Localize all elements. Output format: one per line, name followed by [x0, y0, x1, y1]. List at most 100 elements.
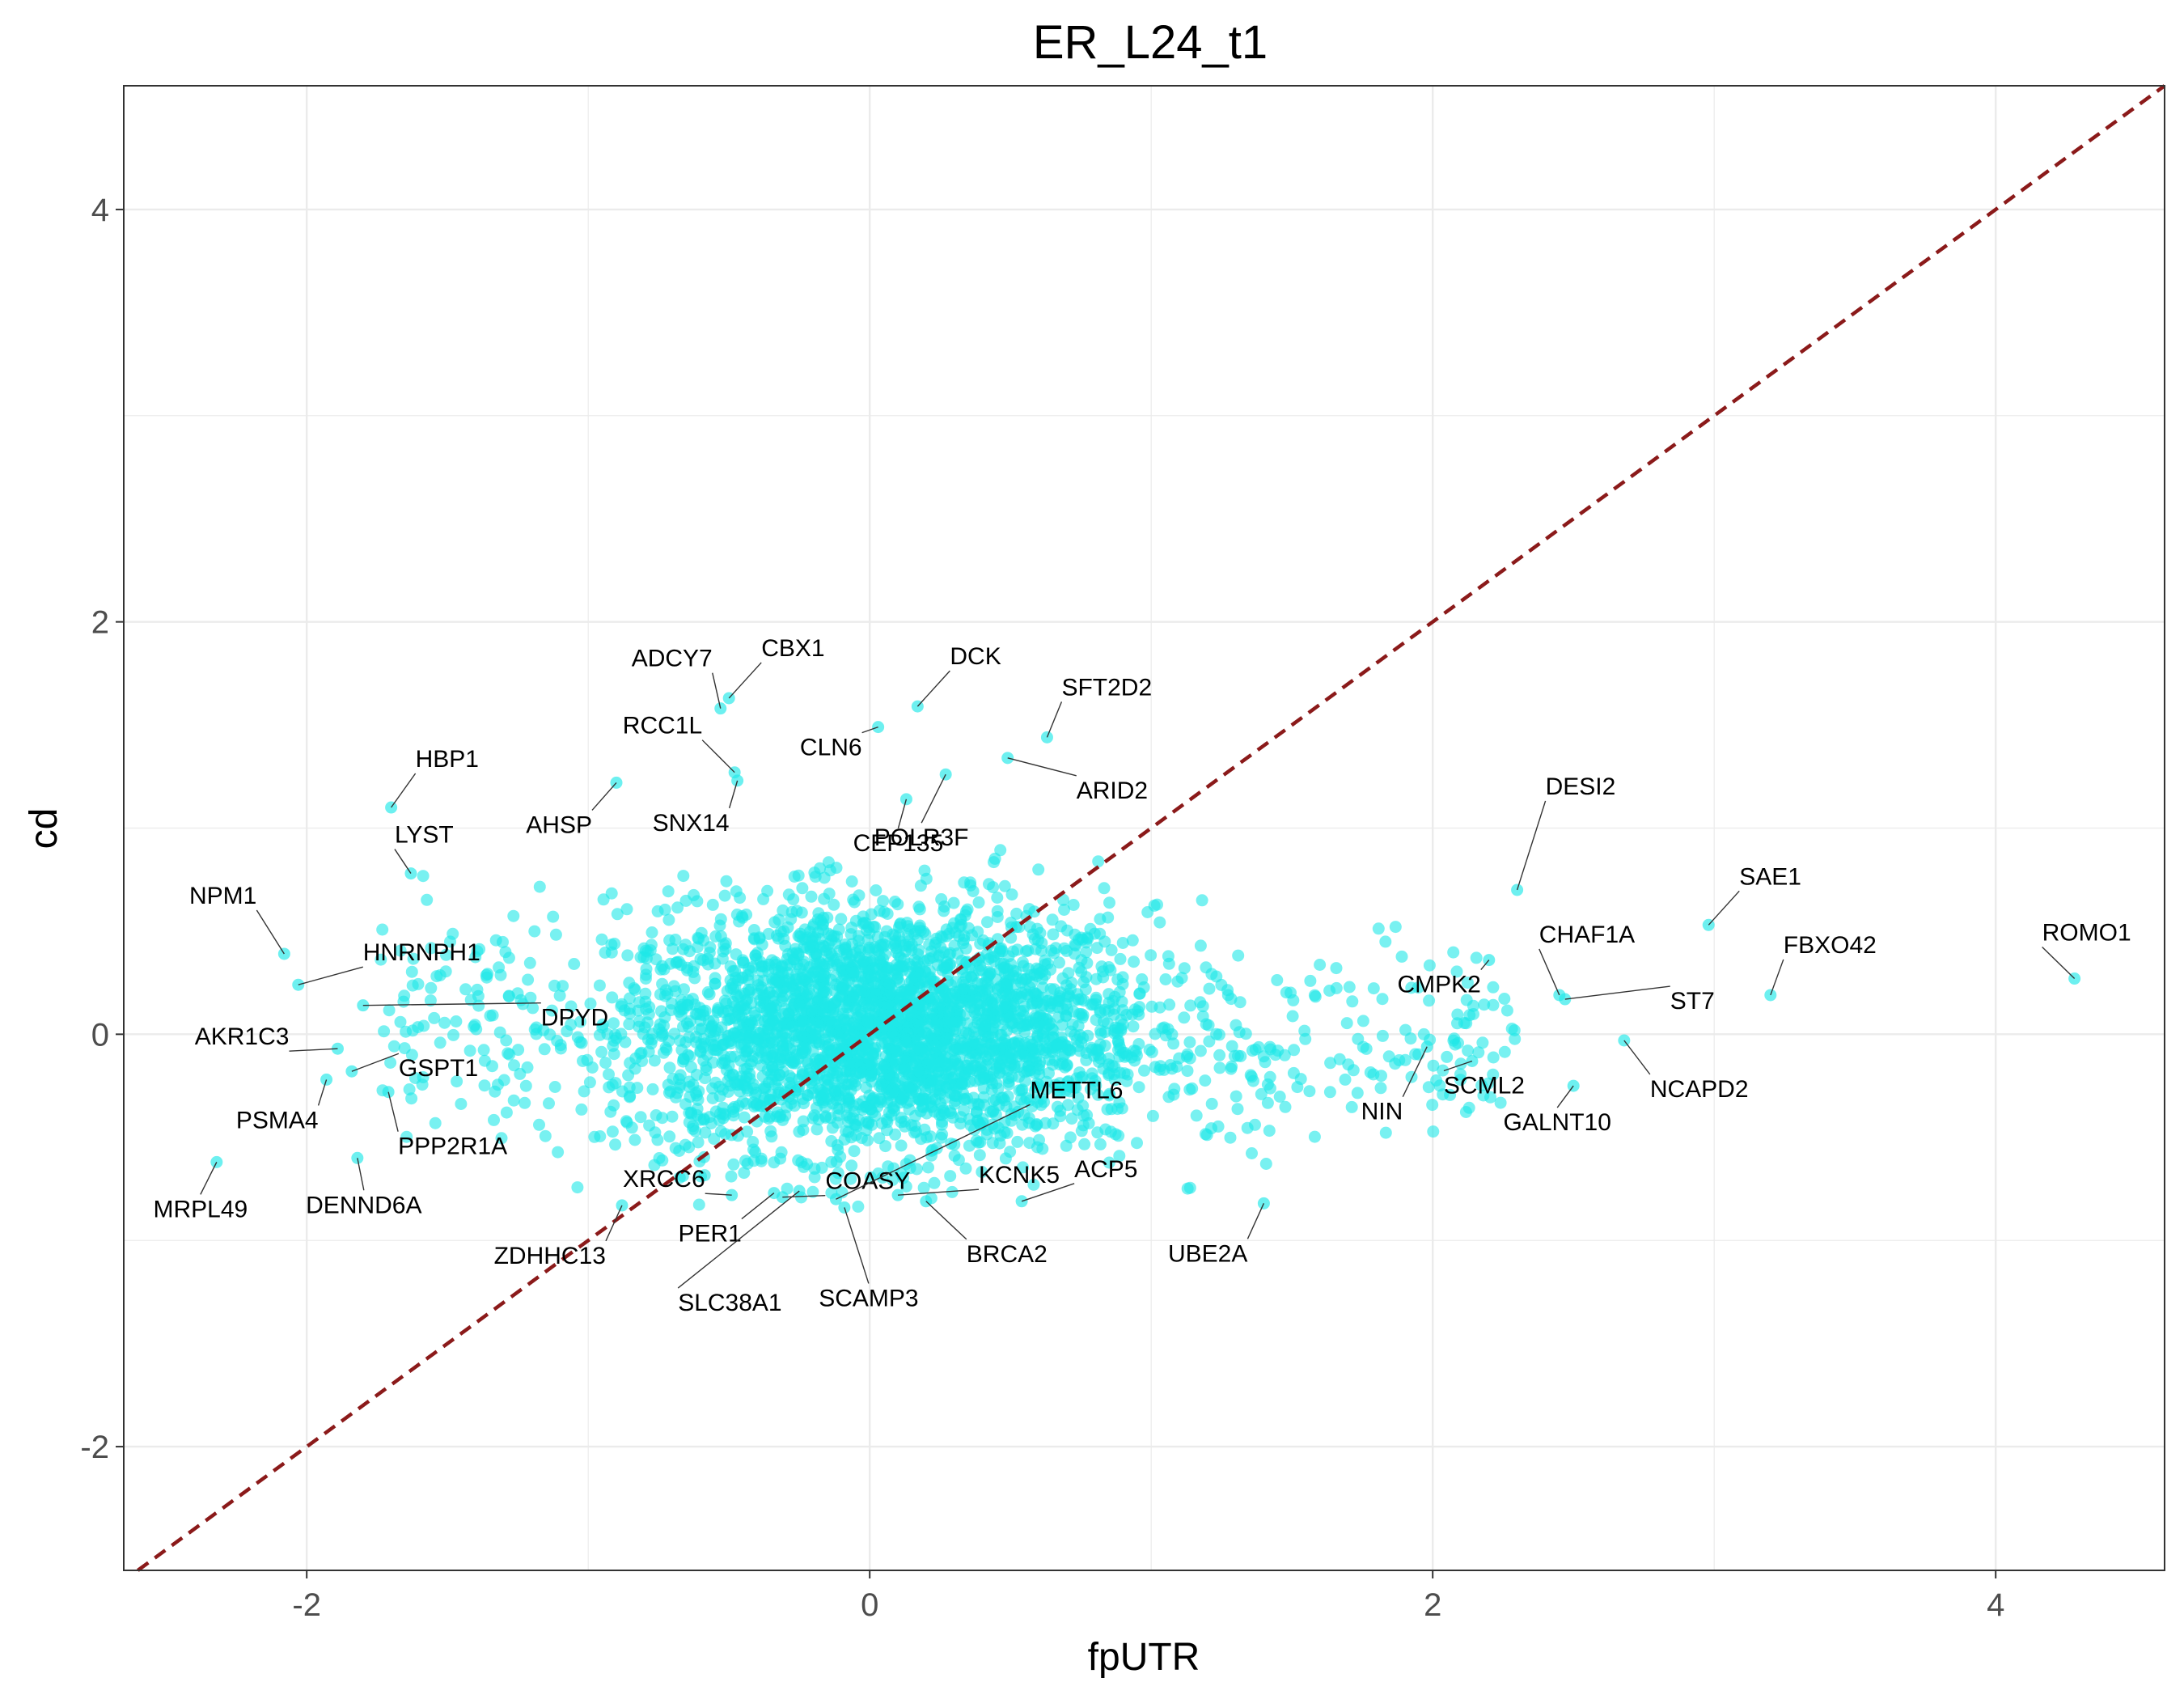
data-point: [1090, 1079, 1103, 1092]
data-point: [1088, 927, 1101, 940]
data-point: [753, 932, 766, 945]
data-point: [938, 946, 950, 959]
point-label: ARID2: [1077, 777, 1148, 804]
data-point: [648, 1054, 661, 1067]
data-point: [848, 1145, 861, 1158]
data-point: [599, 1057, 612, 1070]
data-point: [684, 1091, 696, 1104]
data-point: [1105, 943, 1118, 956]
point-label: GSPT1: [399, 1055, 478, 1082]
data-point: [603, 1068, 615, 1081]
data-point: [494, 968, 507, 981]
data-point: [679, 894, 692, 907]
data-point: [444, 935, 456, 948]
data-point: [825, 1025, 838, 1038]
data-point: [954, 1111, 967, 1124]
data-point: [497, 1074, 510, 1087]
data-point: [1273, 1091, 1286, 1103]
data-point: [1454, 1057, 1467, 1070]
data-point: [1118, 1067, 1131, 1080]
data-point: [488, 1113, 500, 1126]
data-point: [862, 921, 875, 934]
data-point: [817, 923, 830, 936]
data-point: [1077, 1099, 1090, 1112]
data-point: [1379, 935, 1392, 948]
data-point: [694, 1046, 707, 1058]
label-leader: [1564, 985, 1670, 1000]
data-point: [406, 979, 419, 992]
data-point: [1463, 1009, 1476, 1022]
data-point: [1194, 1044, 1207, 1057]
data-point: [1346, 995, 1359, 1008]
data-point: [1225, 1062, 1238, 1075]
data-point: [709, 977, 722, 990]
data-point: [674, 1069, 687, 1082]
data-point: [639, 972, 652, 985]
data-point: [1454, 1068, 1467, 1081]
label-leader: [836, 1104, 1031, 1200]
data-point: [928, 1176, 941, 1189]
data-point: [1011, 1135, 1024, 1148]
data-point: [1132, 1081, 1145, 1094]
data-point: [894, 918, 907, 931]
data-point: [1239, 1027, 1252, 1040]
label-leader: [921, 773, 946, 824]
data-point: [1303, 1085, 1316, 1098]
data-point: [1423, 959, 1436, 972]
data-point: [747, 1143, 760, 1156]
data-point: [1048, 983, 1060, 996]
data-point: [985, 994, 998, 1006]
data-point: [1131, 1137, 1143, 1150]
data-point: [1017, 1161, 1029, 1174]
data-point: [1098, 882, 1111, 895]
data-point: [976, 1166, 988, 1178]
data-point: [930, 932, 943, 945]
data-point: [866, 1094, 878, 1107]
data-point: [972, 1136, 985, 1149]
data-point: [848, 896, 861, 909]
data-point: [938, 900, 950, 913]
data-point: [687, 1120, 700, 1133]
data-point: [1427, 1059, 1440, 1072]
data-point: [942, 1005, 955, 1018]
data-point: [1213, 1049, 1226, 1061]
label-leader: [677, 1190, 800, 1289]
data-point: [950, 1015, 963, 1028]
data-point: [887, 1102, 899, 1115]
data-point: [1075, 1125, 1088, 1138]
data-point: [795, 906, 808, 919]
data-point: [1026, 997, 1039, 1010]
data-point: [514, 1067, 527, 1080]
data-point: [775, 1146, 788, 1159]
data-point: [1101, 1017, 1114, 1030]
data-point: [1015, 1084, 1028, 1097]
data-point: [704, 941, 717, 954]
data-point: [1116, 937, 1129, 949]
data-point: [836, 1073, 849, 1086]
data-point: [724, 981, 737, 994]
data-point: [1039, 1116, 1052, 1129]
data-point: [841, 1023, 854, 1036]
grid: [124, 86, 2165, 1570]
data-point: [913, 919, 926, 932]
data-point: [553, 989, 566, 1002]
data-point: [1173, 1052, 1186, 1065]
data-point: [819, 1111, 832, 1124]
data-point: [789, 1086, 802, 1098]
data-point: [1509, 1032, 1522, 1045]
label-leader: [1770, 959, 1784, 996]
data-point: [1020, 945, 1032, 958]
data-point: [1225, 1040, 1238, 1053]
data-point: [1094, 1138, 1107, 1150]
data-point: [1058, 904, 1070, 916]
data-point: [754, 994, 767, 1006]
data-point: [933, 1087, 946, 1100]
data-point: [910, 1163, 923, 1176]
data-point: [1263, 1125, 1276, 1138]
data-point: [787, 893, 800, 906]
data-point: [1053, 956, 1065, 969]
data-point: [654, 1018, 667, 1031]
data-point: [879, 1140, 892, 1153]
data-point: [986, 1015, 998, 1027]
data-point: [1183, 1052, 1196, 1065]
